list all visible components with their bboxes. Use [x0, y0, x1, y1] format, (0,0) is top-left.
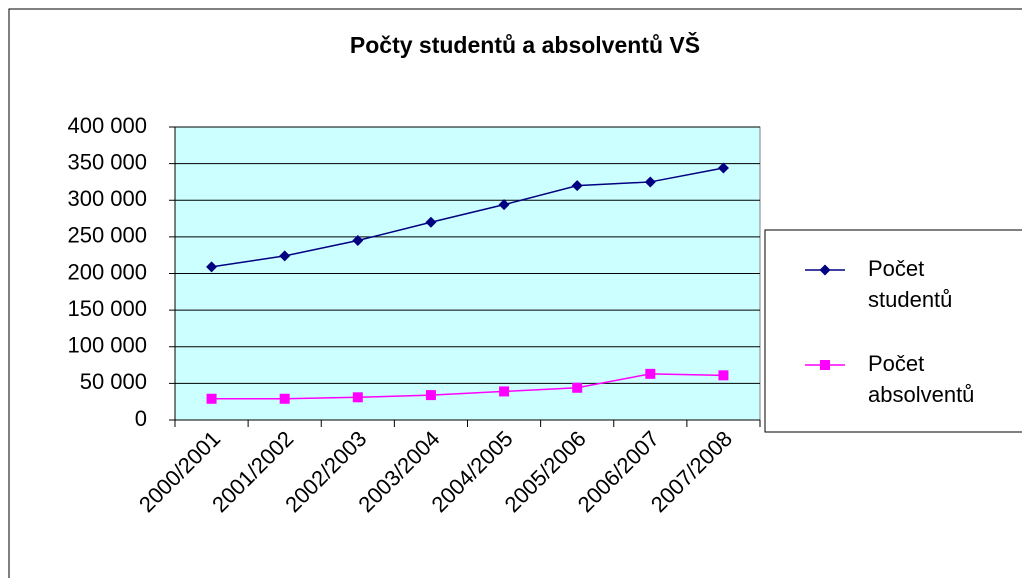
- y-tick-label: 400 000: [67, 113, 147, 138]
- marker: [645, 368, 656, 379]
- y-tick-label: 250 000: [67, 223, 147, 248]
- legend-label-line: Počet: [868, 351, 924, 376]
- marker: [572, 382, 583, 393]
- marker: [352, 392, 363, 403]
- marker: [425, 216, 437, 228]
- legend-label-line: studentů: [868, 287, 952, 312]
- marker: [717, 162, 729, 174]
- marker: [352, 235, 364, 247]
- y-tick-label: 100 000: [67, 333, 147, 358]
- marker: [644, 176, 656, 188]
- marker: [279, 250, 291, 262]
- y-tick-label: 350 000: [67, 149, 147, 174]
- legend-label-line: absolventů: [868, 382, 974, 407]
- y-tick-label: 150 000: [67, 296, 147, 321]
- series-line: [211, 373, 724, 400]
- y-tick-label: 300 000: [67, 186, 147, 211]
- legend-box: [764, 229, 1022, 433]
- marker: [571, 180, 583, 192]
- legend-label: Počet absolventů: [868, 351, 974, 407]
- marker: [498, 199, 510, 211]
- chart-title: Počty studentů a absolventů VŠ: [350, 31, 700, 58]
- marker: [206, 393, 217, 404]
- marker: [499, 386, 510, 397]
- legend-label: Počet studentů: [868, 256, 952, 312]
- legend-label-line: Počet: [868, 256, 924, 281]
- marker: [279, 393, 290, 404]
- marker: [718, 370, 729, 381]
- marker: [425, 390, 436, 401]
- series-line: [211, 167, 724, 268]
- y-tick-label: 50 000: [80, 369, 147, 394]
- y-tick-label: 200 000: [67, 259, 147, 284]
- legend-marker: [819, 264, 831, 276]
- y-tick-label: 0: [135, 406, 147, 431]
- marker: [206, 261, 218, 273]
- legend-marker: [820, 360, 830, 370]
